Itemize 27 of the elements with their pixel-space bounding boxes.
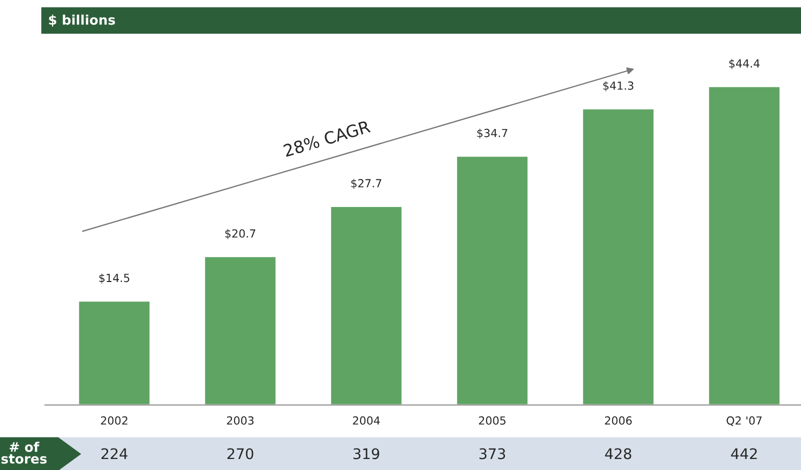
text: # of stores: [1, 442, 47, 464]
bar: [456, 155, 529, 405]
text: 428: [605, 448, 632, 460]
text: 373: [479, 448, 506, 460]
x-tick-label: Q2 '07: [726, 416, 762, 426]
chart-title: $ billions: [49, 14, 115, 27]
bar: [78, 300, 151, 405]
text: 224: [101, 448, 128, 460]
x-tick-label: 2005: [478, 416, 506, 425]
text: 442: [731, 448, 757, 460]
x-tick-label: 2004: [352, 416, 380, 425]
data-label: $14.5: [99, 274, 130, 284]
text: 319: [353, 448, 380, 460]
data-label: $41.3: [603, 81, 634, 92]
data-label: $20.7: [225, 229, 256, 240]
x-tick-label: 2003: [226, 416, 254, 425]
annotation: 28% CAGR: [283, 120, 371, 158]
bar: [330, 206, 403, 405]
data-label: $27.7: [351, 178, 382, 189]
x-tick-label: 2002: [100, 416, 128, 425]
text: 270: [227, 448, 254, 460]
x-tick-label: 2006: [604, 416, 632, 425]
data-label: $44.4: [729, 58, 760, 70]
bar: [708, 86, 781, 405]
bar: [204, 256, 277, 405]
bar: [582, 108, 655, 405]
data-label: $34.7: [477, 128, 508, 139]
